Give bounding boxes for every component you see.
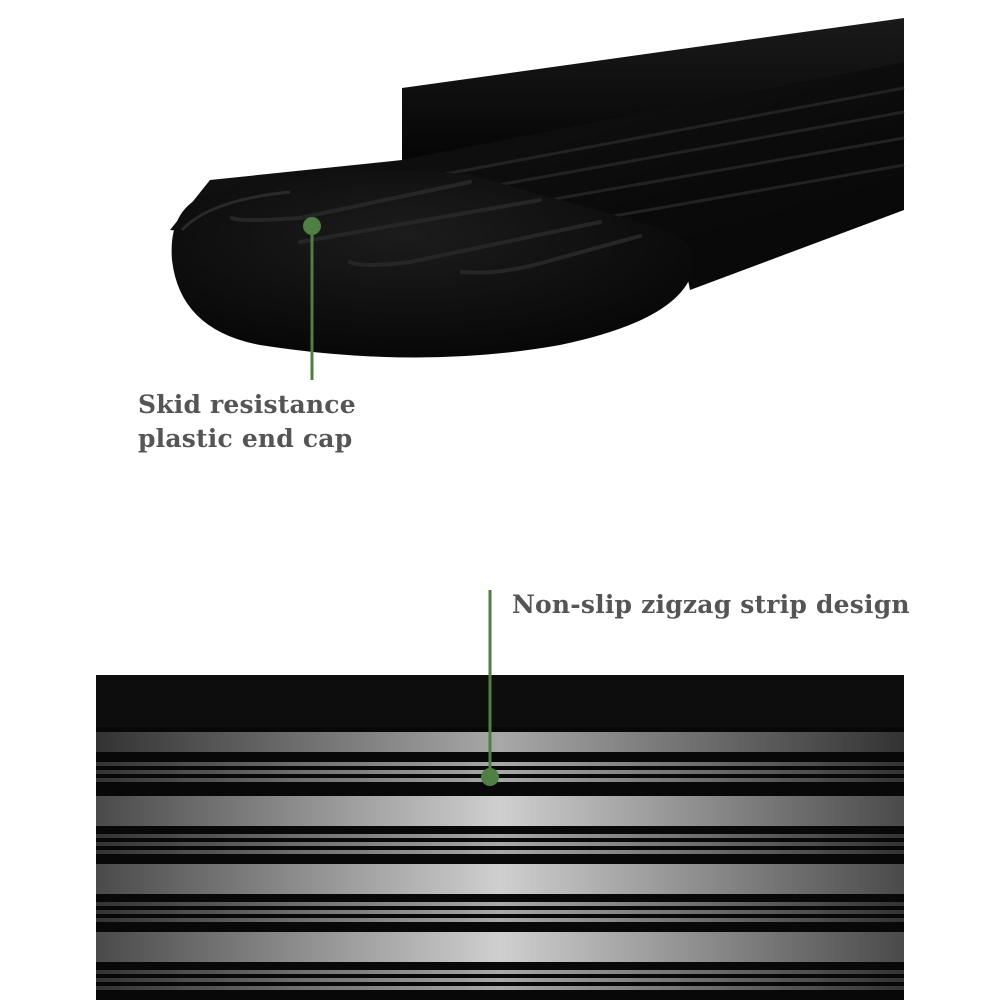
strip-rows	[96, 732, 904, 990]
end-cap-ribs	[230, 180, 642, 275]
strip-callout-label: Non-slip zigzag strip design	[512, 590, 910, 619]
zigzag-strip-closeup-image	[96, 590, 904, 1000]
deck-grooves	[439, 86, 905, 224]
end-cap-photo-panel: Skid resistance plastic end cap	[138, 18, 905, 453]
board-top-edge	[96, 675, 904, 727]
running-board-end-cap-image	[170, 18, 905, 380]
end-cap-callout-dot	[303, 217, 321, 235]
strip-photo-panel: Non-slip zigzag strip design	[0, 500, 1000, 1000]
board-front-face	[680, 178, 904, 290]
strip-callout-dot	[481, 768, 499, 786]
end-cap-callout-label: Skid resistance plastic end cap	[138, 390, 356, 453]
